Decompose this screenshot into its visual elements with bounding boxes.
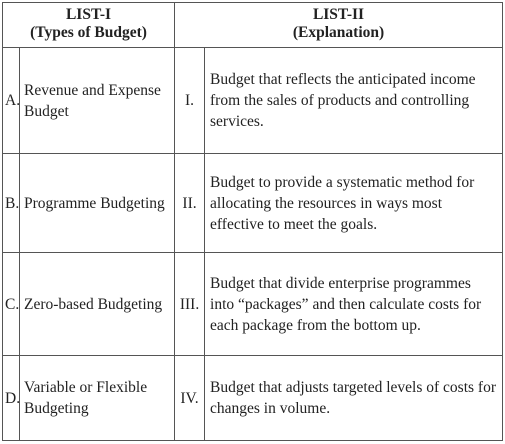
row-numeral: IV.	[174, 355, 206, 441]
row-numeral: I.	[174, 47, 206, 154]
row-numeral: III.	[174, 252, 206, 356]
row-letter: C.	[2, 252, 20, 356]
budget-explanation: Budget that divide enterprise programmes…	[204, 252, 504, 356]
table-row: B. Programme Budgeting II. Budget to pro…	[2, 153, 504, 253]
list2-title: LIST-II	[312, 6, 365, 23]
row-letter: B.	[2, 153, 20, 253]
row-letter: A.	[2, 47, 20, 154]
budget-explanation: Budget to provide a systematic method fo…	[204, 153, 504, 253]
list1-subtitle: (Types of Budget)	[30, 24, 147, 41]
table-header-row: LIST-I (Types of Budget) LIST-II (Explan…	[1, 2, 504, 48]
budget-type: Zero-based Budgeting	[18, 252, 176, 356]
budget-explanation: Budget that reflects the anticipated inc…	[204, 47, 504, 154]
table-row: C. Zero-based Budgeting III. Budget that…	[2, 252, 504, 356]
list2-subtitle: (Explanation)	[292, 24, 385, 41]
budget-type: Variable or Flexible Budgeting	[18, 355, 176, 441]
table-row: A. Revenue and Expense Budget I. Budget …	[2, 47, 504, 154]
list1-title: LIST-I	[65, 6, 112, 23]
budget-type: Revenue and Expense Budget	[18, 47, 176, 154]
list2-header: LIST-II (Explanation)	[174, 2, 504, 48]
list1-header: LIST-I (Types of Budget)	[1, 2, 176, 48]
budget-explanation: Budget that adjusts targeted levels of c…	[204, 355, 504, 441]
table-row: D. Variable or Flexible Budgeting IV. Bu…	[2, 355, 504, 441]
budget-type: Programme Budgeting	[18, 153, 176, 253]
row-letter: D.	[2, 355, 20, 441]
row-numeral: II.	[174, 153, 206, 253]
